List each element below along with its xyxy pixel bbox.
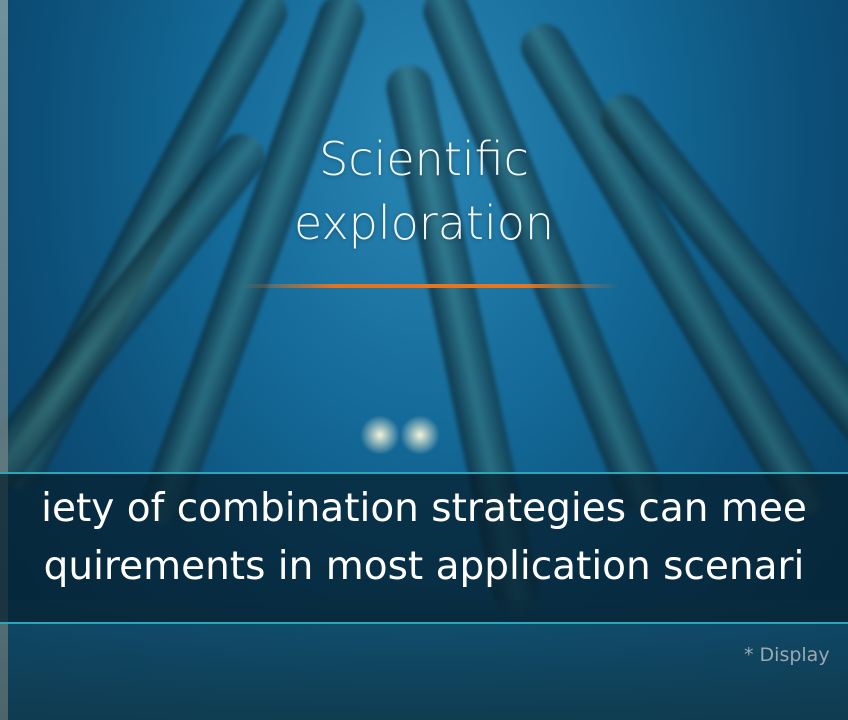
hero-title: exploration [0,196,848,250]
footnote: * Display [744,644,830,666]
caption-line: iety of combination strategies can mee [0,486,848,531]
caption-band: iety of combination strategies can mee q… [0,472,848,624]
page: Scientific exploration iety of combinati… [0,0,848,720]
diver-light [400,415,440,455]
divider [240,284,620,288]
caption-line: quirements in most application scenari [0,544,848,589]
diver-light [360,415,400,455]
hero-title: Scientific [0,132,848,186]
